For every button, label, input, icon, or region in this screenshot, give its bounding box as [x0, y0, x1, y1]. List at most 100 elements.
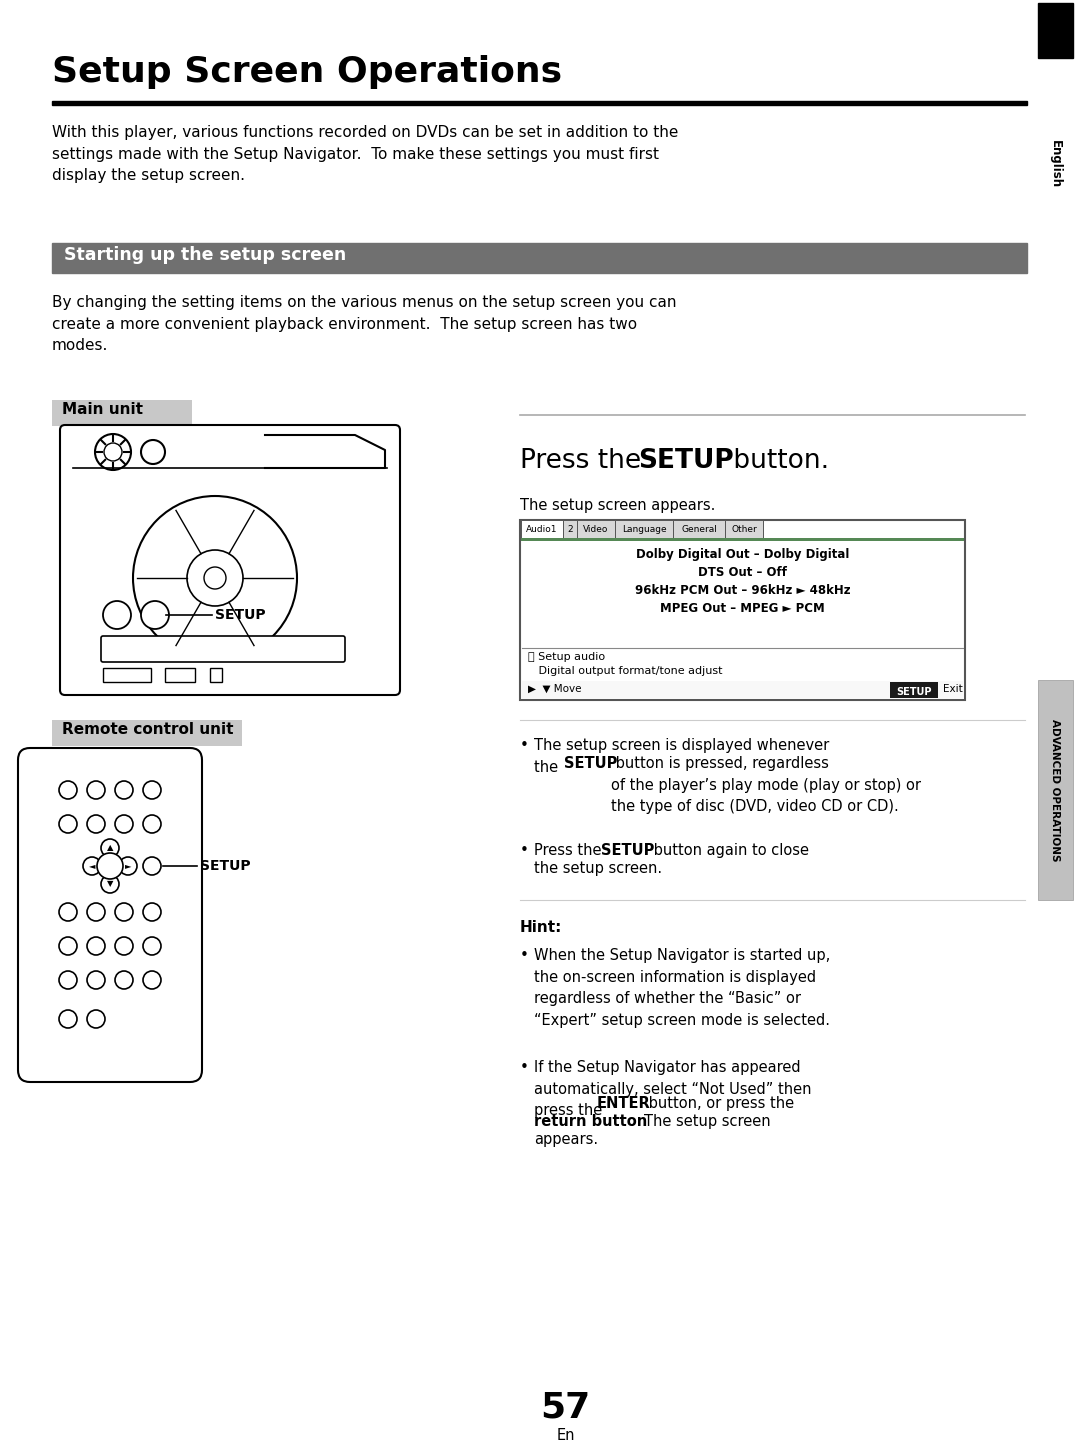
Circle shape: [143, 904, 161, 921]
Text: Starting up the setup screen: Starting up the setup screen: [64, 246, 347, 264]
Text: The setup screen appears.: The setup screen appears.: [519, 498, 715, 513]
Circle shape: [141, 440, 165, 463]
Bar: [210, 668, 222, 682]
Circle shape: [87, 937, 105, 956]
Text: By changing the setting items on the various menus on the setup screen you can
c: By changing the setting items on the var…: [52, 295, 676, 353]
Text: button is pressed, regardless
of the player’s play mode (play or stop) or
the ty: button is pressed, regardless of the pla…: [611, 756, 921, 814]
Circle shape: [87, 972, 105, 989]
Text: ENTER: ENTER: [597, 1096, 651, 1111]
Text: Audio1: Audio1: [526, 526, 557, 534]
Text: button again to close: button again to close: [649, 843, 809, 859]
Text: Exit: Exit: [943, 683, 962, 694]
Text: ▼: ▼: [107, 879, 113, 889]
Text: The setup screen is displayed whenever
the: The setup screen is displayed whenever t…: [534, 738, 829, 775]
Text: En: En: [557, 1428, 576, 1444]
Text: appears.: appears.: [534, 1132, 598, 1147]
Text: Main unit: Main unit: [62, 403, 143, 417]
Circle shape: [143, 857, 161, 875]
Circle shape: [143, 815, 161, 833]
Circle shape: [59, 780, 77, 799]
Text: ▶  ▼ Move: ▶ ▼ Move: [528, 683, 581, 694]
Text: Language: Language: [622, 526, 666, 534]
Text: ▲: ▲: [107, 844, 113, 853]
Text: 96kHz PCM Out – 96kHz ► 48kHz: 96kHz PCM Out – 96kHz ► 48kHz: [635, 584, 850, 597]
Bar: [563, 520, 577, 539]
Circle shape: [59, 937, 77, 956]
Circle shape: [114, 815, 133, 833]
Text: Video: Video: [583, 526, 609, 534]
Text: Digital output format/tone adjust: Digital output format/tone adjust: [528, 666, 723, 676]
Bar: [521, 539, 964, 542]
Circle shape: [59, 904, 77, 921]
Circle shape: [95, 434, 131, 471]
Text: ⓘ Setup audio: ⓘ Setup audio: [528, 652, 605, 662]
Bar: [103, 668, 151, 682]
Text: •: •: [519, 843, 529, 859]
Circle shape: [141, 601, 168, 628]
Text: English: English: [1049, 140, 1062, 188]
Circle shape: [143, 972, 161, 989]
Text: the setup screen.: the setup screen.: [534, 862, 662, 876]
Text: SETUP: SETUP: [600, 843, 654, 859]
Bar: [52, 720, 242, 746]
Text: SETUP: SETUP: [215, 608, 266, 623]
Text: ►: ►: [125, 862, 132, 870]
Circle shape: [102, 875, 119, 893]
Bar: [165, 668, 195, 682]
Circle shape: [87, 904, 105, 921]
Circle shape: [87, 1011, 105, 1028]
Circle shape: [59, 815, 77, 833]
Circle shape: [114, 904, 133, 921]
Bar: [52, 243, 1027, 274]
Text: return button: return button: [534, 1114, 647, 1129]
Text: Remote control unit: Remote control unit: [62, 723, 233, 737]
Text: •: •: [519, 1060, 529, 1074]
Circle shape: [97, 853, 123, 879]
Circle shape: [59, 972, 77, 989]
Text: Press the: Press the: [519, 447, 649, 473]
Circle shape: [187, 550, 243, 607]
Bar: [519, 520, 966, 699]
FancyBboxPatch shape: [60, 426, 400, 695]
Bar: [615, 520, 673, 539]
Text: With this player, various functions recorded on DVDs can be set in addition to t: With this player, various functions reco…: [52, 125, 678, 184]
FancyBboxPatch shape: [102, 636, 345, 662]
Text: When the Setup Navigator is started up,
the on-screen information is displayed
r: When the Setup Navigator is started up, …: [534, 948, 831, 1028]
Bar: [1038, 681, 1074, 901]
Circle shape: [83, 857, 102, 875]
Circle shape: [87, 815, 105, 833]
Text: ADVANCED OPERATIONS: ADVANCED OPERATIONS: [1050, 718, 1059, 862]
Text: button, or press the: button, or press the: [644, 1096, 794, 1111]
Text: MPEG Out – MPEG ► PCM: MPEG Out – MPEG ► PCM: [660, 602, 825, 615]
Text: Dolby Digital Out – Dolby Digital: Dolby Digital Out – Dolby Digital: [636, 547, 849, 560]
Text: SETUP: SETUP: [564, 756, 618, 770]
Bar: [1038, 3, 1074, 58]
FancyBboxPatch shape: [18, 749, 202, 1082]
Bar: [521, 681, 964, 699]
Text: If the Setup Navigator has appeared
automatically, select “Not Used” then
press : If the Setup Navigator has appeared auto…: [534, 1060, 811, 1118]
Text: .  The setup screen: . The setup screen: [630, 1114, 771, 1129]
Circle shape: [119, 857, 137, 875]
Circle shape: [114, 780, 133, 799]
Bar: [725, 520, 762, 539]
Circle shape: [204, 568, 226, 589]
Text: •: •: [519, 948, 529, 963]
Text: 57: 57: [540, 1390, 591, 1423]
Bar: [52, 101, 1027, 106]
Bar: [890, 682, 939, 698]
Text: Other: Other: [731, 526, 757, 534]
Text: 2: 2: [567, 526, 572, 534]
Bar: [673, 520, 725, 539]
Text: ◄: ◄: [89, 862, 95, 870]
Circle shape: [87, 780, 105, 799]
Text: SETUP: SETUP: [200, 859, 251, 873]
Circle shape: [104, 443, 122, 460]
Bar: [577, 520, 615, 539]
Circle shape: [143, 780, 161, 799]
Circle shape: [114, 972, 133, 989]
Text: Press the: Press the: [534, 843, 606, 859]
Text: DTS Out – Off: DTS Out – Off: [698, 566, 787, 579]
Bar: [521, 520, 563, 539]
Text: SETUP: SETUP: [896, 686, 932, 696]
Text: Setup Screen Operations: Setup Screen Operations: [52, 55, 562, 88]
